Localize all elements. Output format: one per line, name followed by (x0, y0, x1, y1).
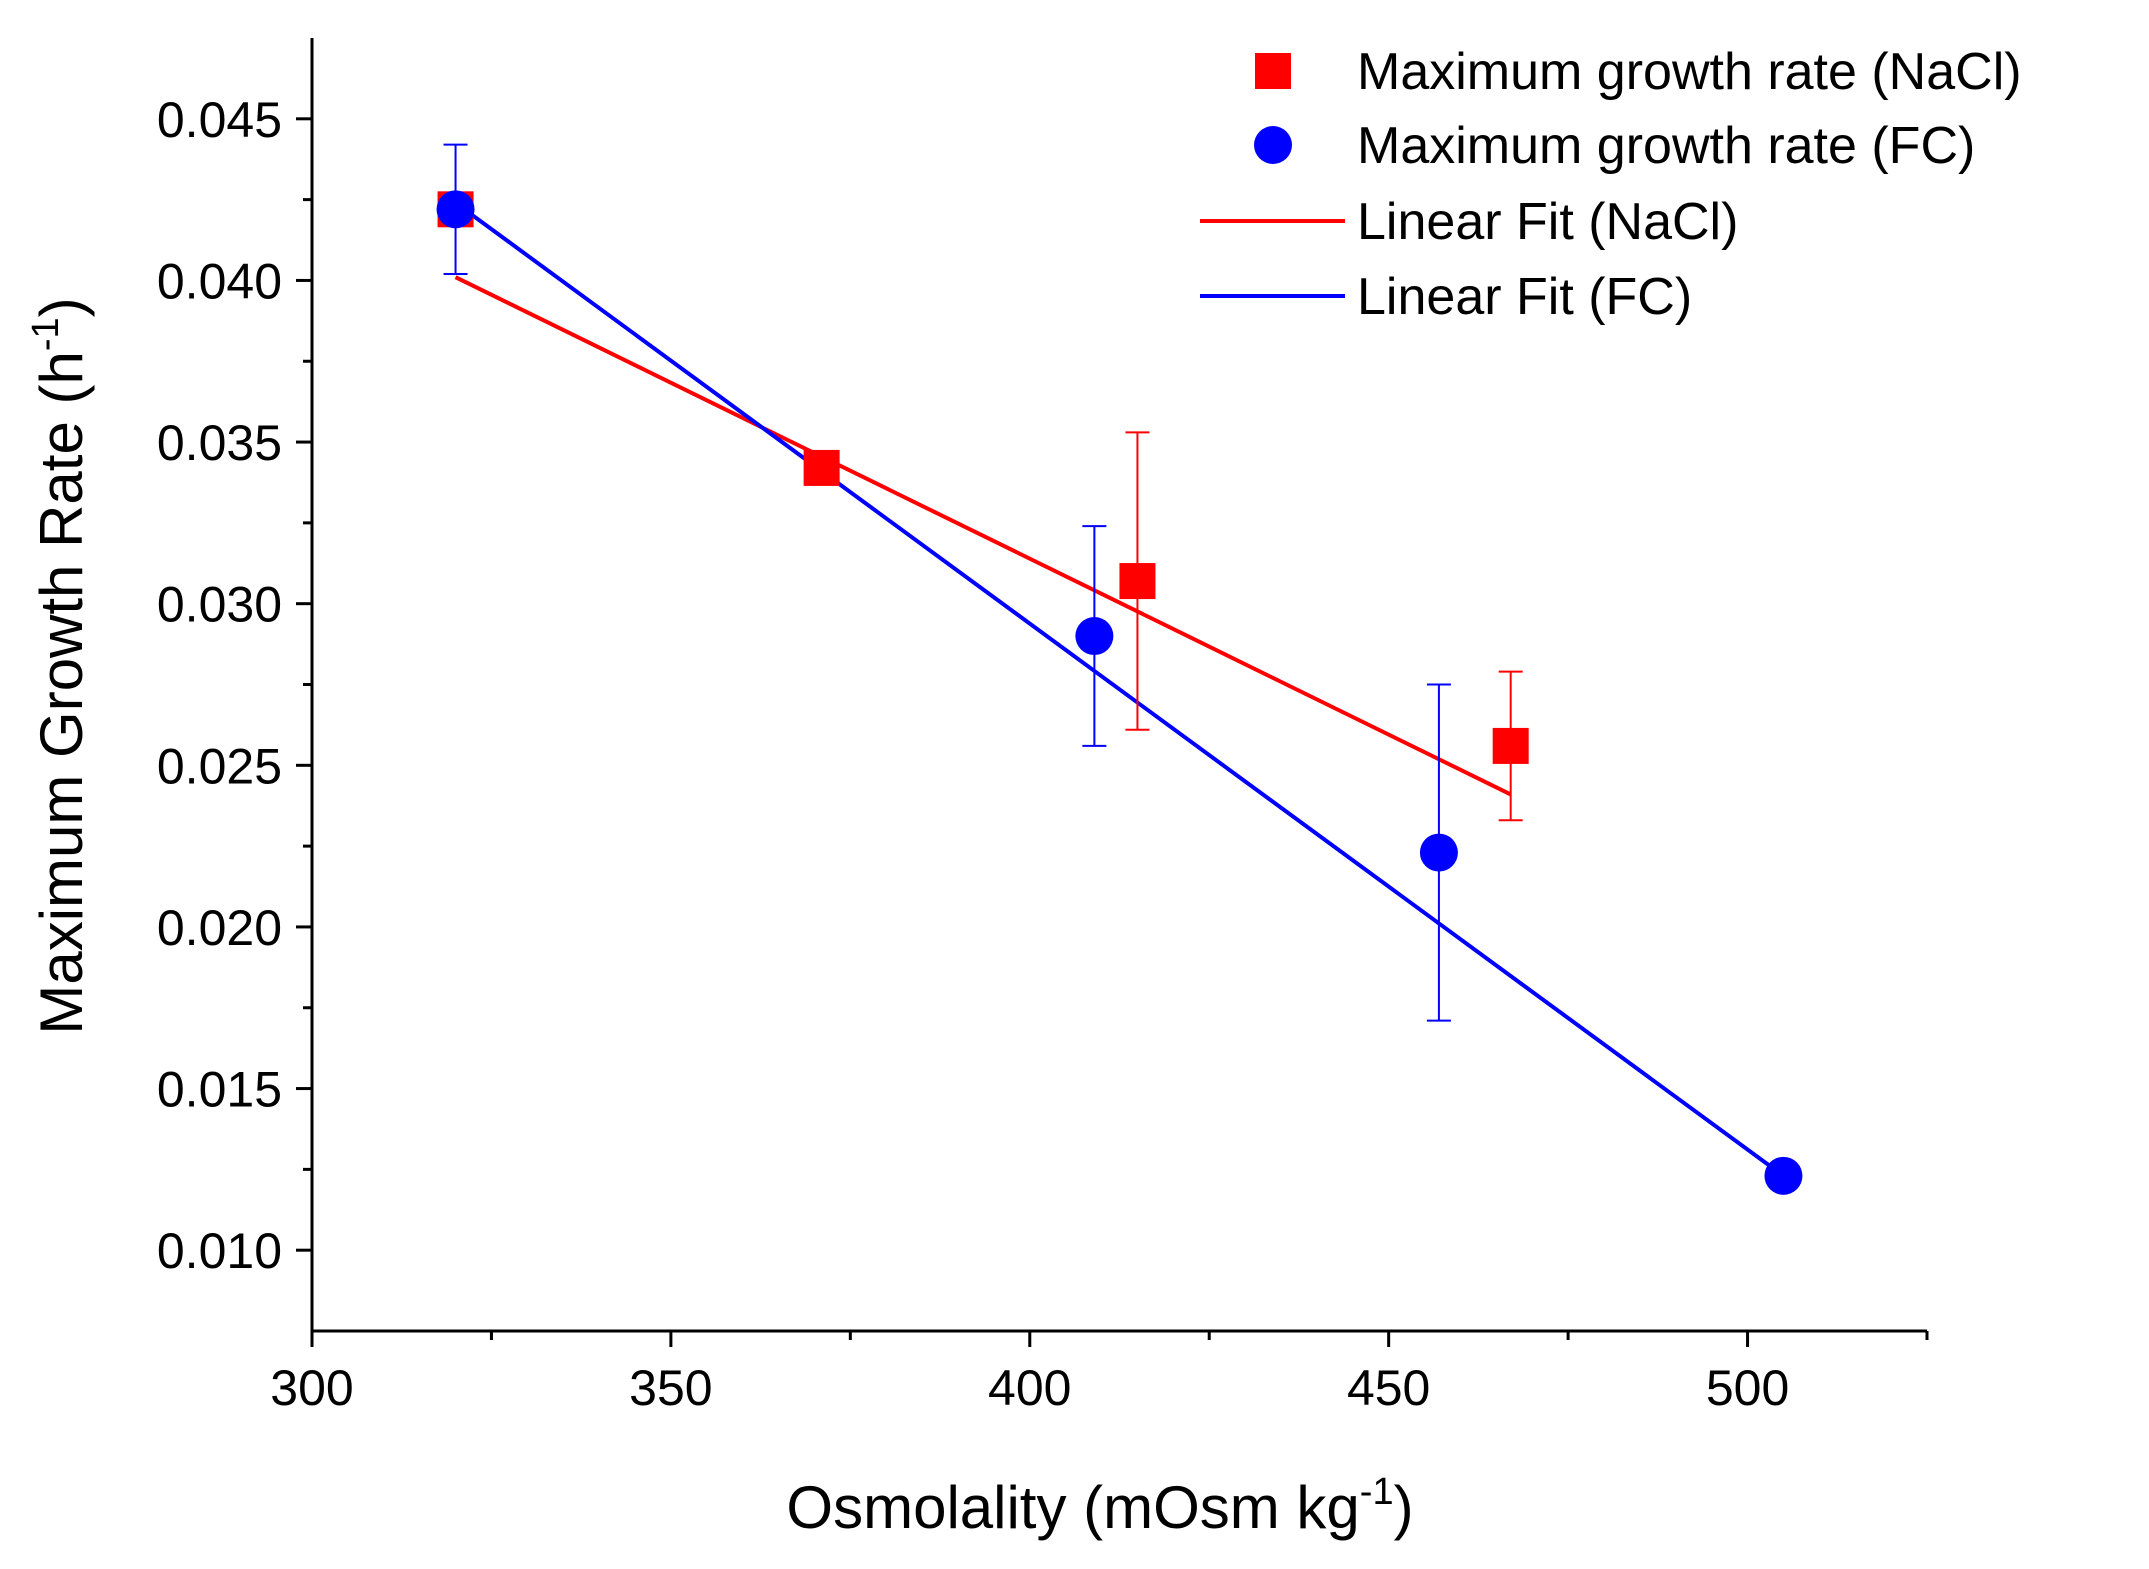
y-tick-label: 0.030 (157, 577, 282, 633)
axes-group: 300 350 400 450 500 0.010 0.015 0.020 0.025 0.030… (157, 38, 1929, 1416)
nacl-data-point (1492, 727, 1529, 764)
fc-data-point (1419, 833, 1458, 872)
x-tick-label: 400 (988, 1360, 1071, 1416)
y-tick-label: 0.040 (157, 253, 282, 309)
y-tick-label: 0.025 (157, 738, 282, 794)
y-tick-label: 0.010 (157, 1223, 282, 1279)
legend-label: Maximum growth rate (NaCl) (1357, 43, 2022, 101)
y-tick-label: 0.045 (157, 92, 282, 148)
fc-data-point (1764, 1156, 1803, 1195)
fit-lines-group (454, 201, 1785, 1178)
x-tick-label: 350 (629, 1360, 712, 1416)
y-axis-title: Maximum Growth Rate (h-1) (25, 297, 95, 1034)
legend-label: Linear Fit (NaCl) (1357, 193, 1738, 251)
y-tick-label: 0.015 (157, 1062, 282, 1118)
nacl-data-point (1119, 563, 1156, 600)
fc-data-point (1075, 617, 1114, 656)
legend-label: Linear Fit (FC) (1357, 268, 1692, 326)
fit-line (454, 275, 1512, 797)
legend-label: Maximum growth rate (FC) (1357, 117, 1975, 175)
x-tick-label: 450 (1347, 1360, 1430, 1416)
legend-square-marker (1255, 53, 1291, 89)
fc-data-point (436, 190, 475, 229)
x-tick-label: 300 (270, 1360, 353, 1416)
nacl-data-point (803, 449, 840, 486)
data-points-group (436, 190, 1803, 1195)
x-axis-title: Osmolality (mOsm kg-1) (786, 1471, 1413, 1541)
legend: Maximum growth rate (NaCl) Maximum growth… (1200, 43, 2022, 326)
y-tick-label: 0.020 (157, 900, 282, 956)
legend-circle-marker (1254, 126, 1292, 164)
x-tick-label: 500 (1706, 1360, 1789, 1416)
fit-line (454, 201, 1785, 1178)
y-tick-label: 0.035 (157, 415, 282, 471)
